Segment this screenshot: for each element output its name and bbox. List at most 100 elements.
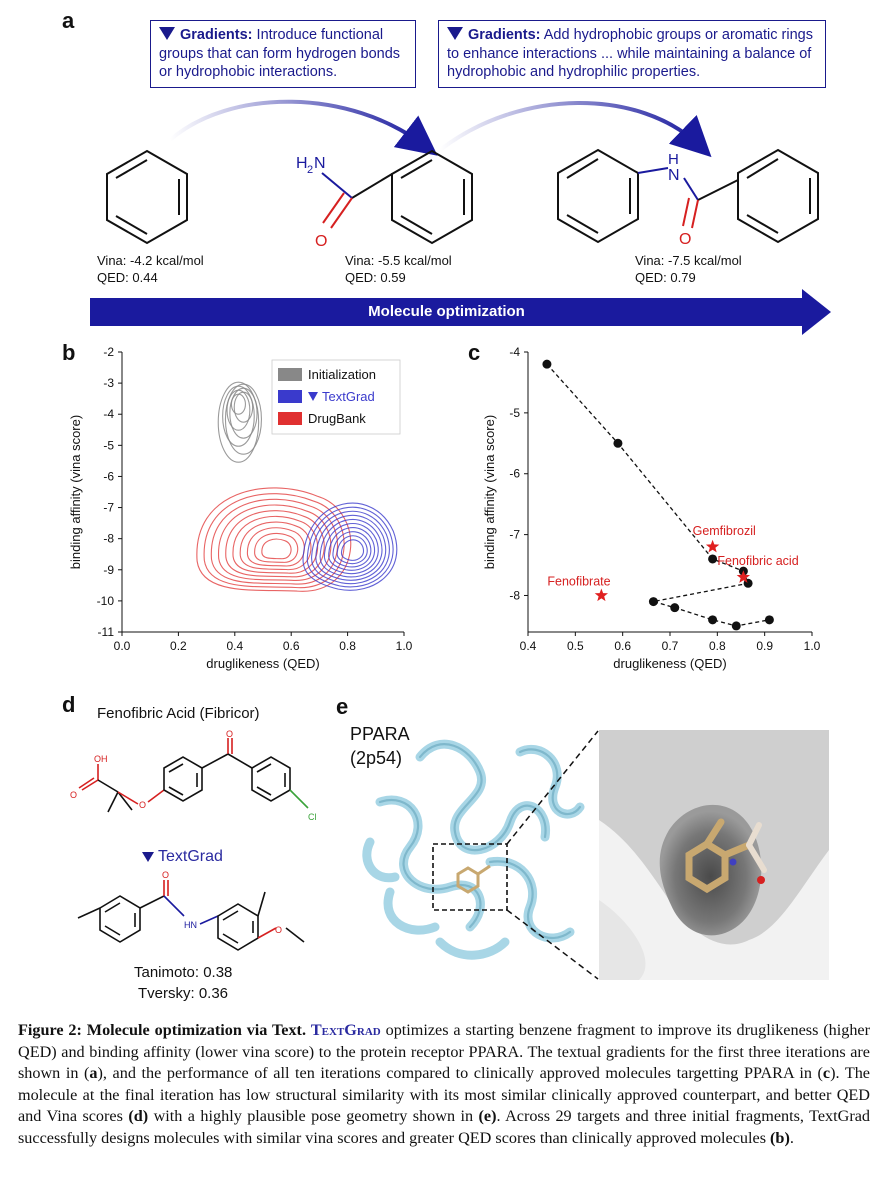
y-tick-label: -4	[103, 407, 114, 421]
textgrad-molecule-structure: O HN O	[77, 870, 305, 951]
y-tick-label: -6	[509, 467, 520, 481]
y-tick-label: -8	[509, 588, 520, 602]
y-axis-label: binding affinity (vina score)	[482, 415, 497, 569]
initialization-contour	[224, 383, 262, 455]
y-tick-label: -8	[103, 532, 114, 546]
panel-label-a: a	[62, 8, 75, 33]
amide-o-label: O	[162, 870, 169, 880]
y-tick-label: -4	[509, 345, 520, 359]
molecule-2-qed: QED: 0.59	[345, 270, 406, 285]
drugbank-contour	[210, 498, 338, 585]
amide-n-label: N	[668, 167, 680, 184]
protein-label: PPARA (2p54)	[350, 722, 410, 770]
x-tick-label: 1.0	[396, 639, 413, 653]
textgrad-contour	[311, 510, 390, 585]
x-tick-label: 0.6	[283, 639, 300, 653]
ppara-protein-ribbon	[362, 739, 585, 960]
binding-pocket-closeup	[599, 730, 829, 980]
molecule-1-vina: Vina: -4.2 kcal/mol	[97, 253, 204, 268]
x-tick-label: 0.5	[567, 639, 584, 653]
caption-part-1: optimizes a starting benzene fragment to…	[18, 1021, 870, 1083]
textgrad-contour	[323, 523, 379, 575]
legend-swatch	[278, 412, 302, 425]
amine-h-label: H	[296, 155, 308, 172]
y-tick-label: -3	[103, 376, 114, 390]
panel-b-contour-chart: -2 -3 -4 -5 -6 -7 -8 -9 -10 -110.0 0.2 0.4 0.6 0.8 1.0…	[68, 345, 413, 671]
amide-o-label: O	[679, 231, 691, 248]
textgrad-contour	[336, 535, 368, 565]
drugbank-contour	[203, 493, 345, 589]
caption-ref-a: a	[89, 1064, 98, 1083]
amine-n-label: N	[314, 155, 326, 172]
iteration-point	[613, 438, 623, 448]
fenofibric-acid-title: Fenofibric Acid (Fibricor)	[97, 705, 260, 722]
x-tick-label: 0.9	[756, 639, 773, 653]
drugbank-contour	[239, 521, 312, 571]
x-tick-label: 0.4	[520, 639, 537, 653]
initialization-contour	[222, 385, 255, 447]
carboxyl-o-label: O	[70, 790, 77, 800]
carbonyl-o-label: O	[315, 233, 327, 250]
benzanilide-structure	[557, 148, 819, 244]
iteration-point	[708, 554, 718, 564]
caption-part-6: .	[789, 1128, 794, 1147]
y-tick-label: -10	[97, 594, 115, 608]
gradient-box-2: Gradients: Add hydrophobic groups or aro…	[438, 20, 826, 88]
ketone-o-label: O	[226, 729, 233, 739]
tanimoto-score: Tanimoto: 0.38	[134, 964, 233, 981]
gradient-box-1-title: Gradients:	[180, 27, 253, 43]
x-tick-label: 1.0	[804, 639, 821, 653]
drugbank-contour	[225, 510, 325, 578]
textgrad-contour	[340, 539, 364, 561]
approved-drug-label: Fenofibric acid	[717, 554, 798, 568]
y-axis-label: binding affinity (vina score)	[68, 415, 83, 569]
gradient-box-1-text: Introduce functional groups that can for…	[159, 27, 401, 80]
binding-site-box	[432, 843, 508, 911]
y-tick-label: -9	[103, 563, 114, 577]
chlorine-label: Cl	[308, 812, 317, 822]
optimization-arrowhead-icon	[802, 289, 831, 335]
figure-caption: Figure 2: Molecule optimization via Text…	[18, 1021, 870, 1147]
caption-part-2: ), and the performance of all ten iterat…	[97, 1064, 823, 1083]
y-tick-label: -6	[103, 469, 114, 483]
textgrad-contour	[302, 502, 398, 591]
panel-a-molecules: H 2 N O H N O	[106, 99, 819, 250]
caption-part-4: with a highly plausible pose geometry sh…	[148, 1107, 479, 1126]
gradient-box-2-title: Gradients:	[468, 27, 541, 43]
ether-o-label: O	[139, 800, 146, 810]
approved-drug-label: Fenofibrate	[547, 574, 610, 588]
caption-figure-number: Figure 2:	[18, 1021, 82, 1039]
y-tick-label: -7	[103, 501, 114, 515]
textgrad-contour	[328, 527, 376, 571]
textgrad-molecule-label: TextGrad	[142, 848, 223, 867]
legend-swatch	[278, 390, 302, 403]
y-tick-label: -7	[509, 528, 520, 542]
gradient-arc-1	[168, 99, 438, 156]
fenofibric-acid-structure: OH O O O Cl	[70, 729, 317, 822]
x-tick-label: 0.6	[614, 639, 631, 653]
molecule-1-scores: Vina: -4.2 kcal/mol QED: 0.44	[97, 252, 204, 286]
iteration-point	[542, 359, 552, 369]
drugbank-contour	[218, 504, 332, 581]
molecule-2-vina: Vina: -5.5 kcal/mol	[345, 253, 452, 268]
approved-drug-star-icon	[705, 539, 720, 553]
caption-ref-d: (d)	[128, 1107, 149, 1126]
textgrad-contour	[306, 506, 394, 588]
drugbank-contour	[196, 487, 352, 592]
x-tick-label: 0.2	[170, 639, 187, 653]
amide-hn-label: HN	[184, 920, 197, 930]
legend-label: Initialization	[308, 367, 376, 382]
caption-ref-c: c	[822, 1064, 831, 1083]
caption-part-3: ). The molecule at the final iteration h…	[18, 1064, 870, 1126]
caption-ref-b: (b)	[770, 1128, 790, 1147]
textgrad-contour	[332, 531, 372, 568]
approved-drug-star-icon	[736, 570, 750, 583]
iteration-point	[764, 615, 774, 625]
legend-swatch	[278, 368, 302, 381]
caption-textgrad: TextGrad	[310, 1021, 381, 1039]
iteration-point	[708, 615, 718, 625]
tversky-score: Tversky: 0.36	[138, 985, 229, 1002]
similarity-scores: Tanimoto: 0.38 Tversky: 0.36	[134, 962, 232, 1004]
initialization-contour	[217, 381, 260, 463]
benzamide-structure	[321, 149, 473, 245]
